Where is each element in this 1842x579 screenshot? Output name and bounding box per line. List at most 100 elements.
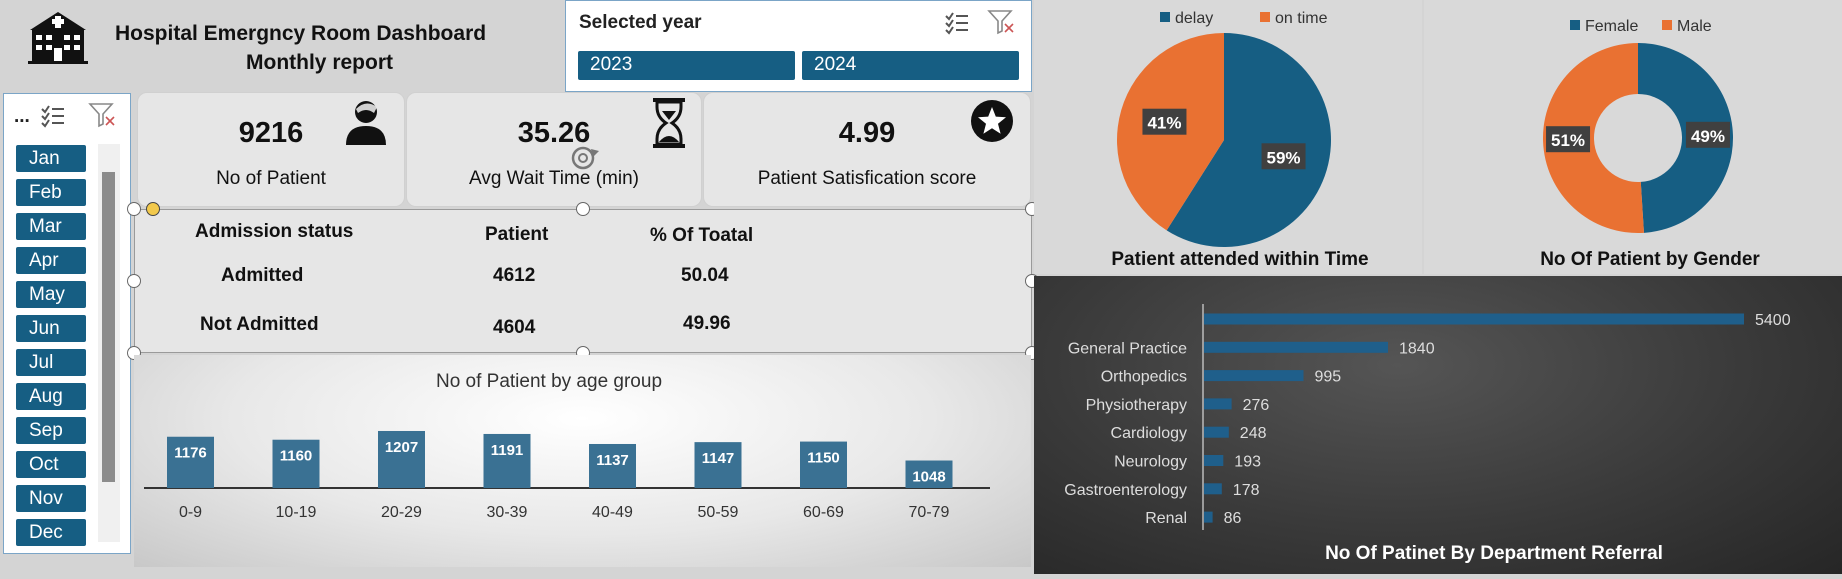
department-bar[interactable] bbox=[1204, 455, 1224, 466]
month-option-may[interactable]: May bbox=[16, 281, 86, 308]
data-label-box bbox=[1546, 126, 1591, 153]
admission-header-patient: Patient bbox=[485, 224, 549, 245]
department-axis-label: Physiotherapy bbox=[1086, 397, 1187, 414]
month-option-jun[interactable]: Jun bbox=[16, 315, 86, 342]
age-chart-title: No of Patient by age group bbox=[436, 371, 662, 392]
multi-select-icon[interactable] bbox=[40, 104, 66, 128]
gender-chart[interactable]: Female Male 49% 51% No Of Patient by Gend… bbox=[1424, 0, 1842, 274]
admission-row-admitted-percent: 50.04 bbox=[681, 265, 729, 286]
multi-select-icon[interactable] bbox=[944, 11, 970, 35]
gender-chart-svg: Female Male 49% 51% No Of Patient by Gend… bbox=[1540, 18, 1760, 270]
age-bar-40-49[interactable] bbox=[589, 443, 636, 488]
age-bar-70-79[interactable] bbox=[905, 460, 953, 488]
legend-female-label: Female bbox=[1585, 18, 1638, 35]
admission-row-not-admitted-patient: 4604 bbox=[493, 317, 536, 338]
month-option-mar[interactable]: Mar bbox=[16, 213, 86, 240]
year-option-2023[interactable]: 2023 bbox=[578, 51, 795, 80]
department-axis-label: General Practice bbox=[1068, 340, 1187, 357]
age-axis-tick-label: 60-69 bbox=[803, 504, 844, 521]
age-bar-20-29[interactable] bbox=[378, 430, 425, 488]
department-bar-data-label: 995 bbox=[1315, 369, 1342, 386]
data-label-box bbox=[1685, 121, 1730, 148]
clear-filter-icon[interactable] bbox=[987, 9, 1015, 35]
department-referral-chart-svg: 5400 1840 General Practice 995 Orthopedics 27… bbox=[1064, 304, 1791, 564]
month-slicer: ... Jan Feb Mar Apr May Jun Jul Aug Sep … bbox=[3, 93, 131, 554]
legend-male-swatch bbox=[1662, 20, 1672, 30]
year-slicer: Selected year 2023 2024 bbox=[565, 0, 1032, 92]
department-axis-label: Cardiology bbox=[1111, 425, 1187, 442]
resize-handle-top-middle[interactable] bbox=[576, 202, 590, 216]
attended-time-title: Patient attended within Time bbox=[1111, 249, 1368, 270]
star-icon bbox=[971, 100, 1013, 142]
dashboard-header: Hospital Emergncy Room Dashboard Monthly… bbox=[0, 0, 566, 90]
month-option-sep[interactable]: Sep bbox=[16, 417, 86, 444]
slice-delay[interactable] bbox=[1166, 33, 1331, 247]
age-bar-data-label: 1150 bbox=[807, 450, 840, 467]
age-bar-data-label: 1191 bbox=[491, 442, 524, 459]
month-option-apr[interactable]: Apr bbox=[16, 247, 86, 274]
age-group-chart[interactable]: No of Patient by age group 1176 0-9 1160 10… bbox=[134, 355, 1031, 567]
age-bar-data-label: 1176 bbox=[174, 445, 207, 462]
kpi-satisfaction-label: Patient Satisfication score bbox=[757, 168, 977, 189]
age-axis-tick-label: 40-49 bbox=[592, 504, 633, 521]
department-bar[interactable] bbox=[1204, 370, 1304, 382]
department-bar-data-label: 276 bbox=[1243, 397, 1270, 414]
department-bar-data-label: 248 bbox=[1240, 425, 1267, 442]
legend-ontime-label: on time bbox=[1275, 10, 1328, 27]
year-option-2024[interactable]: 2024 bbox=[802, 51, 1019, 80]
age-bar-data-label: 1048 bbox=[912, 469, 945, 486]
resize-handle-top-left[interactable] bbox=[127, 202, 141, 216]
department-referral-chart[interactable]: 5400 1840 General Practice 995 Orthopedics 27… bbox=[1034, 276, 1842, 574]
age-bar-60-69[interactable] bbox=[800, 441, 847, 488]
rotation-handle[interactable] bbox=[146, 202, 160, 216]
kpi-patients-value: 9216 bbox=[238, 117, 304, 149]
month-option-feb[interactable]: Feb bbox=[16, 179, 86, 206]
month-option-oct[interactable]: Oct bbox=[16, 451, 86, 478]
age-axis-tick-label: 70-79 bbox=[909, 504, 950, 521]
age-axis-tick-label: 30-39 bbox=[487, 504, 528, 521]
department-bar[interactable] bbox=[1204, 511, 1213, 523]
age-bar-data-label: 1207 bbox=[385, 439, 418, 456]
age-group-chart-svg: No of Patient by age group 1176 0-9 1160 10… bbox=[144, 371, 990, 521]
month-option-jan[interactable]: Jan bbox=[16, 145, 86, 172]
department-bar-data-label: 86 bbox=[1224, 510, 1242, 527]
slice-data-label: 51% bbox=[1551, 131, 1585, 150]
year-slicer-title: Selected year bbox=[579, 12, 702, 33]
department-bar[interactable] bbox=[1204, 341, 1388, 353]
department-bar[interactable] bbox=[1204, 313, 1744, 325]
department-bar[interactable] bbox=[1204, 483, 1222, 495]
department-bar-data-label: 5400 bbox=[1755, 312, 1791, 329]
resize-handle-middle-left[interactable] bbox=[127, 274, 141, 288]
age-bar-50-59[interactable] bbox=[694, 442, 742, 488]
month-option-dec[interactable]: Dec bbox=[16, 519, 86, 546]
age-bar-30-39[interactable] bbox=[483, 433, 531, 488]
department-axis-label: Neurology bbox=[1114, 454, 1187, 471]
slice-Male[interactable] bbox=[1543, 43, 1644, 233]
attended-time-chart[interactable]: delay on time 59% 41% Patient attended wi… bbox=[1034, 0, 1422, 274]
admission-header-status: Admission status bbox=[195, 221, 354, 242]
age-bar-0-9[interactable] bbox=[167, 436, 214, 488]
rotate-icon[interactable] bbox=[567, 143, 603, 173]
attended-time-chart-svg: delay on time 59% 41% Patient attended wi… bbox=[1111, 10, 1368, 270]
slice-Female[interactable] bbox=[1638, 43, 1734, 233]
slice-data-label: 59% bbox=[1267, 148, 1301, 167]
clear-filter-icon[interactable] bbox=[88, 102, 116, 128]
legend-male-label: Male bbox=[1677, 18, 1712, 35]
department-bar[interactable] bbox=[1204, 426, 1229, 438]
month-option-aug[interactable]: Aug bbox=[16, 383, 86, 410]
dashboard-title: Hospital Emergncy Room Dashboard bbox=[115, 22, 487, 45]
admission-table: Admission status Patient % Of Toatal Adm… bbox=[134, 209, 1032, 353]
department-bar[interactable] bbox=[1204, 398, 1232, 410]
department-bar-data-label: 178 bbox=[1233, 482, 1260, 499]
legend-delay-swatch bbox=[1160, 12, 1170, 22]
kpi-card-patients: 9216 No of Patient bbox=[137, 92, 405, 207]
age-bar-10-19[interactable] bbox=[272, 439, 320, 488]
hospital-icon bbox=[28, 12, 88, 64]
month-option-nov[interactable]: Nov bbox=[16, 485, 86, 512]
month-scrollbar-thumb[interactable] bbox=[102, 172, 115, 482]
data-label-box bbox=[1261, 143, 1306, 170]
admission-row-admitted-patient: 4612 bbox=[493, 265, 536, 286]
kpi-patients-label: No of Patient bbox=[216, 168, 326, 189]
month-option-jul[interactable]: Jul bbox=[16, 349, 86, 376]
legend-ontime-swatch bbox=[1260, 12, 1270, 22]
